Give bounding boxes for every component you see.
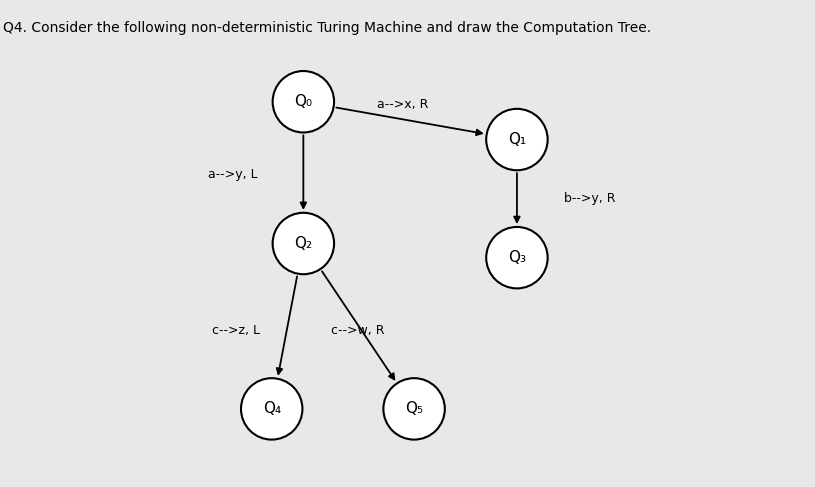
- Text: c-->z, L: c-->z, L: [213, 324, 260, 337]
- Circle shape: [487, 109, 548, 170]
- Text: Q₄: Q₄: [262, 401, 281, 416]
- Circle shape: [273, 71, 334, 132]
- Text: Q₅: Q₅: [405, 401, 423, 416]
- Text: Q₁: Q₁: [508, 132, 526, 147]
- Circle shape: [487, 227, 548, 288]
- Text: Q4. Consider the following non-deterministic Turing Machine and draw the Computa: Q4. Consider the following non-determini…: [2, 21, 651, 36]
- Circle shape: [241, 378, 302, 440]
- Text: Q₀: Q₀: [294, 94, 312, 109]
- Text: Q₂: Q₂: [294, 236, 312, 251]
- Text: c-->w, R: c-->w, R: [331, 324, 385, 337]
- Circle shape: [383, 378, 445, 440]
- Text: Q₃: Q₃: [508, 250, 526, 265]
- Text: a-->y, L: a-->y, L: [209, 169, 258, 182]
- Circle shape: [273, 213, 334, 274]
- Text: a-->x, R: a-->x, R: [377, 97, 428, 111]
- Text: b-->y, R: b-->y, R: [564, 192, 616, 205]
